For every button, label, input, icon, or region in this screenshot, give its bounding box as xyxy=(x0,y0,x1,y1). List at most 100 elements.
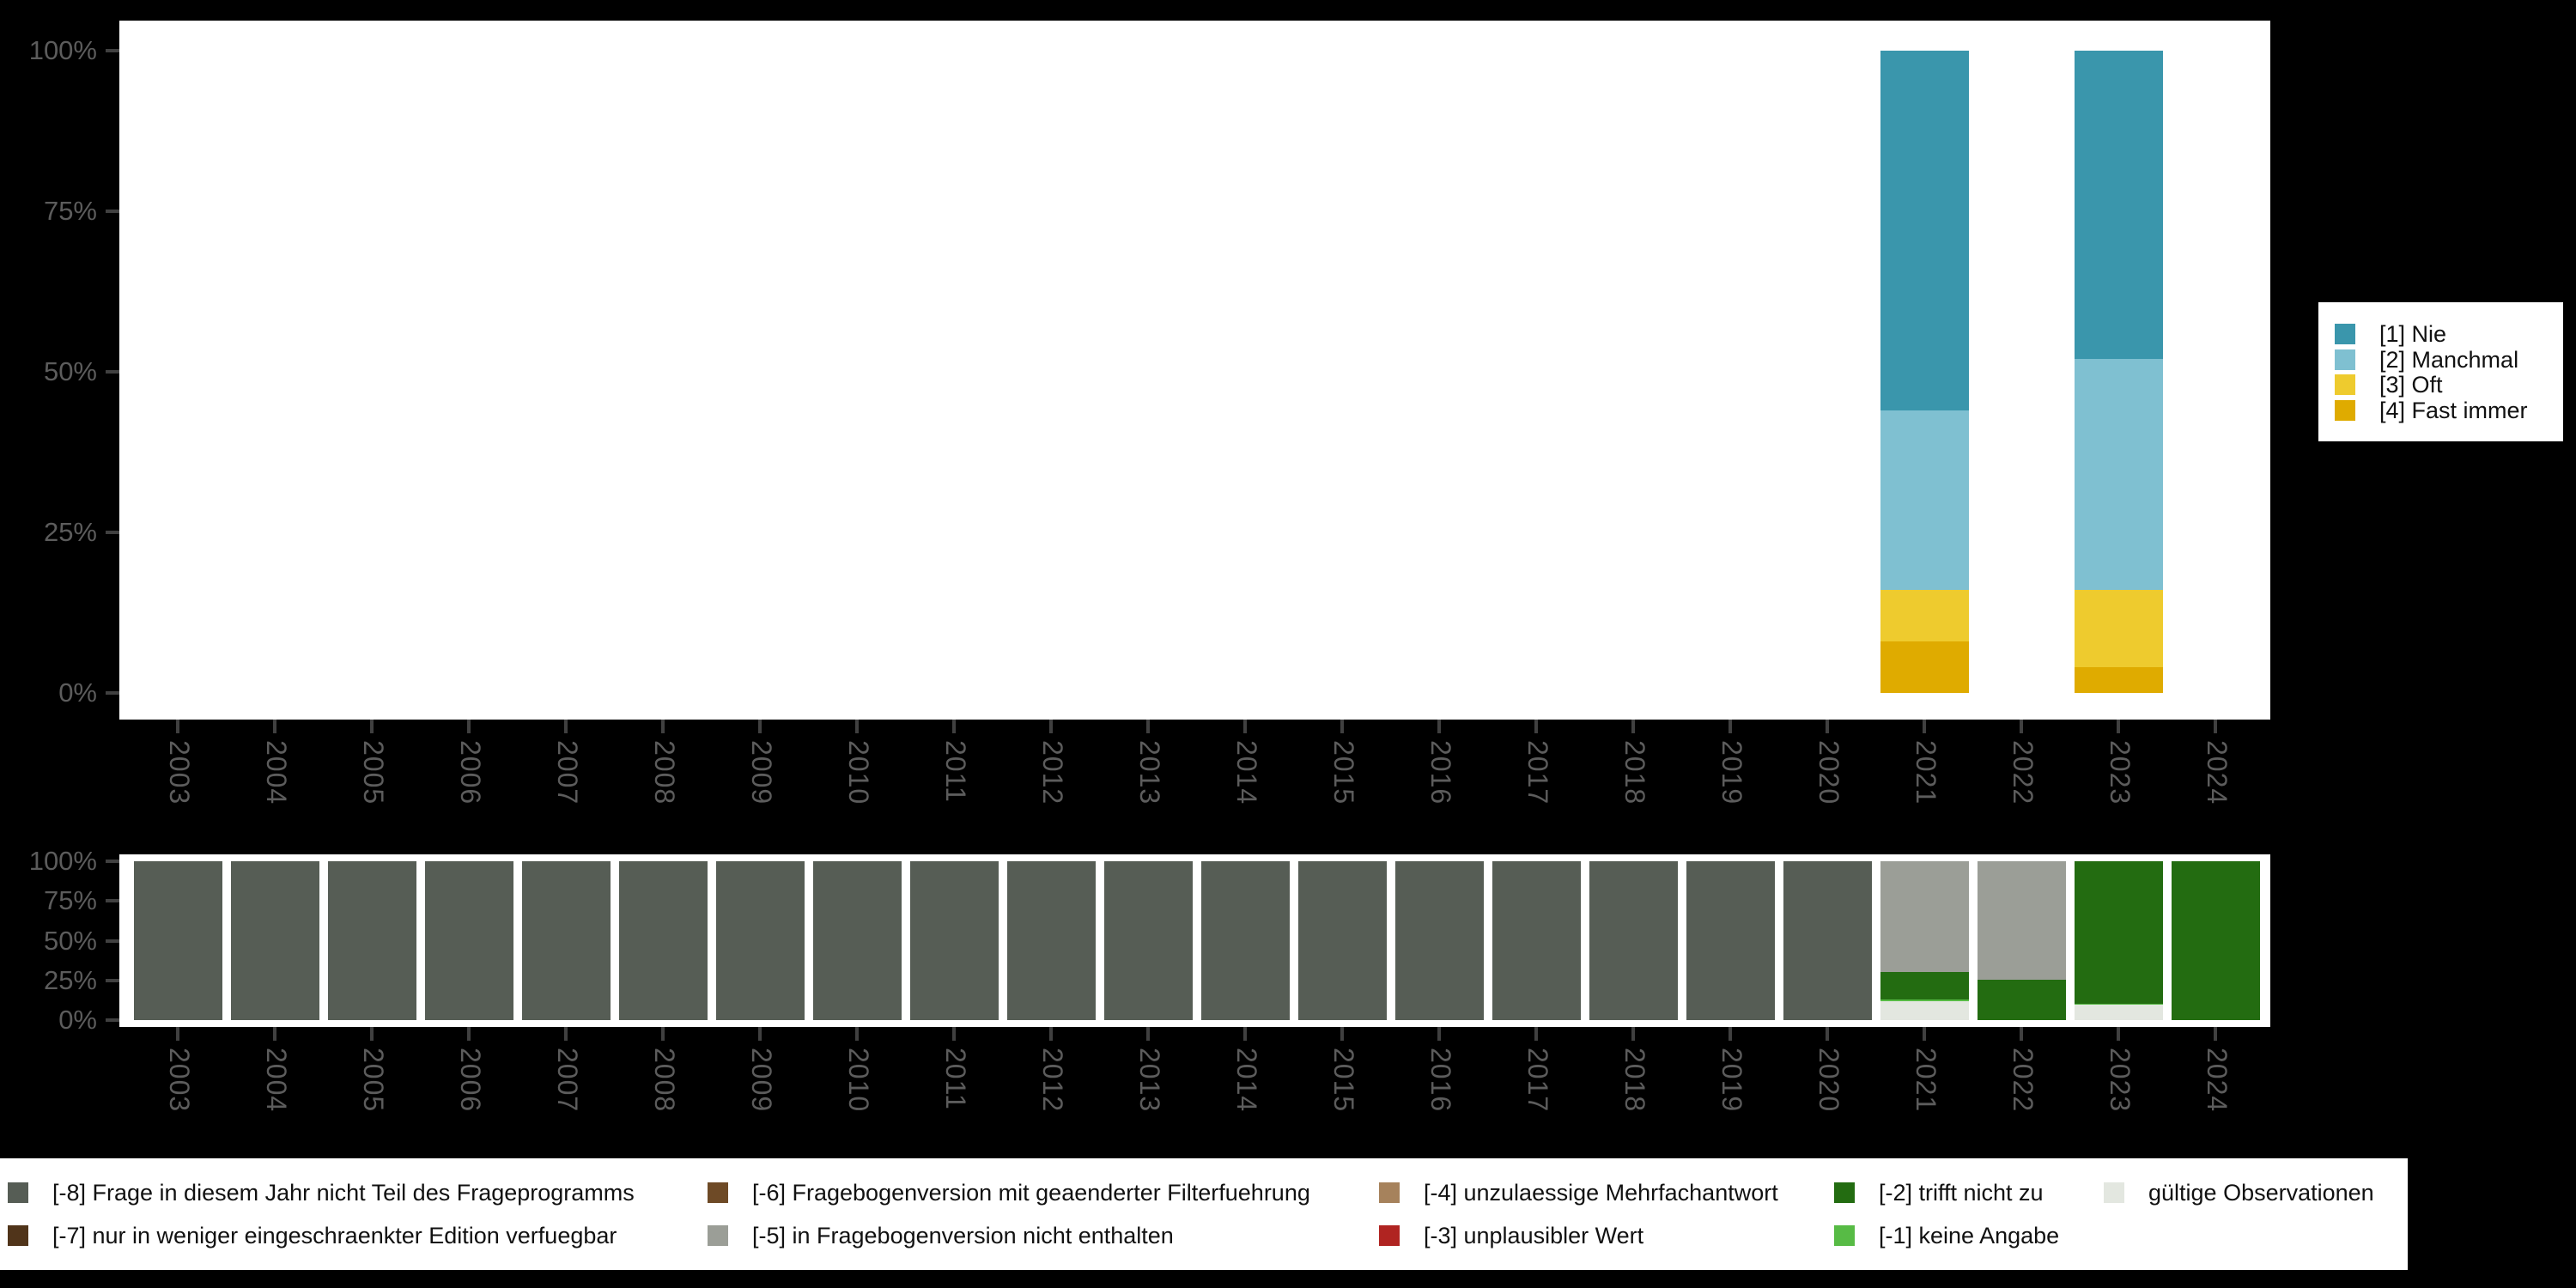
x-axis-tick xyxy=(758,1027,762,1041)
y-axis-tick xyxy=(106,978,119,982)
y-axis-tick xyxy=(106,531,119,534)
bar-segment xyxy=(1006,861,1096,1020)
legend-swatch xyxy=(1379,1225,1400,1246)
x-axis-label: 2007 xyxy=(552,1048,583,1113)
x-axis-tick xyxy=(1728,1027,1732,1041)
bar-segment xyxy=(1783,861,1872,1020)
legend-swatch xyxy=(2335,324,2355,344)
y-axis-label: 0% xyxy=(58,1005,97,1035)
x-axis-tick xyxy=(176,720,179,733)
bar-segment xyxy=(1880,971,1969,999)
x-axis-label: 2006 xyxy=(455,740,486,805)
x-axis-label: 2012 xyxy=(1037,740,1068,805)
bar-segment xyxy=(1492,861,1581,1020)
missing-codes-legend: [-8] Frage in diesem Jahr nicht Teil des… xyxy=(0,1158,2408,1270)
legend-swatch xyxy=(8,1182,28,1203)
x-axis-label: 2021 xyxy=(1911,1048,1941,1113)
x-axis-tick xyxy=(1631,720,1635,733)
bar-segment xyxy=(2074,51,2163,360)
bar-segment xyxy=(1880,641,1969,693)
bar-segment xyxy=(1880,861,1969,972)
x-axis-tick xyxy=(2117,1027,2120,1041)
x-axis-label: 2010 xyxy=(843,740,874,805)
x-axis-label: 2020 xyxy=(1814,740,1844,805)
y-axis-label: 25% xyxy=(43,964,97,995)
bar-segment xyxy=(2171,861,2260,1020)
legend-label: [4] Fast immer xyxy=(2379,397,2528,423)
x-axis-label: 2013 xyxy=(1134,1048,1165,1113)
x-axis-label: 2004 xyxy=(261,1048,292,1113)
bar-segment xyxy=(618,861,708,1020)
legend-label: [-5] in Fragebogenversion nicht enthalte… xyxy=(752,1223,1174,1249)
bar-segment xyxy=(1589,861,1678,1020)
x-axis-label: 2004 xyxy=(261,740,292,805)
x-axis-label: 2008 xyxy=(649,740,680,805)
x-axis-label: 2023 xyxy=(2105,1048,2136,1113)
x-axis-label: 2016 xyxy=(1425,1048,1456,1113)
y-axis-tick xyxy=(106,370,119,374)
legend-swatch xyxy=(708,1225,728,1246)
bar-segment xyxy=(1686,861,1775,1020)
x-axis-tick xyxy=(1534,1027,1538,1041)
x-axis-tick xyxy=(370,720,374,733)
x-axis-tick xyxy=(952,1027,956,1041)
bar-segment xyxy=(1297,861,1387,1020)
x-axis-tick xyxy=(1826,720,1829,733)
legend-label: [-7] nur in weniger eingeschraenkter Edi… xyxy=(52,1223,617,1249)
y-axis-label: 100% xyxy=(28,35,97,65)
bar-segment xyxy=(133,861,222,1020)
legend-swatch xyxy=(2104,1182,2124,1203)
bar-segment xyxy=(424,861,513,1020)
bar-segment xyxy=(1977,861,2066,980)
y-axis-tick xyxy=(106,860,119,863)
x-axis-label: 2005 xyxy=(358,1048,389,1113)
x-axis-tick xyxy=(1826,1027,1829,1041)
x-axis-tick xyxy=(273,720,276,733)
x-axis-label: 2006 xyxy=(455,1048,486,1113)
x-axis-tick xyxy=(2020,720,2023,733)
x-axis-label: 2017 xyxy=(1522,740,1553,805)
legend-label: [3] Oft xyxy=(2379,372,2443,398)
x-axis-label: 2012 xyxy=(1037,1048,1068,1113)
legend-label: [1] Nie xyxy=(2379,321,2447,347)
x-axis-tick xyxy=(2020,1027,2023,1041)
x-axis-tick xyxy=(2117,720,2120,733)
bar-segment xyxy=(2074,861,2163,1004)
legend-swatch xyxy=(1834,1225,1855,1246)
x-axis-label: 2015 xyxy=(1328,1048,1359,1113)
x-axis-tick xyxy=(1437,1027,1441,1041)
x-axis-label: 2008 xyxy=(649,1048,680,1113)
y-axis-label: 100% xyxy=(28,846,97,876)
y-axis-label: 75% xyxy=(43,885,97,916)
x-axis-label: 2015 xyxy=(1328,740,1359,805)
bar-segment xyxy=(2074,1003,2163,1005)
legend-label: gültige Observationen xyxy=(2148,1180,2374,1206)
x-axis-tick xyxy=(855,720,859,733)
bar-segment xyxy=(2074,359,2163,591)
x-axis-tick xyxy=(758,720,762,733)
y-axis-label: 50% xyxy=(43,356,97,386)
legend-swatch xyxy=(2335,374,2355,395)
bar-segment xyxy=(1394,861,1484,1020)
x-axis-tick xyxy=(1340,720,1344,733)
bar-segment xyxy=(1200,861,1290,1020)
bar-segment xyxy=(2074,590,2163,668)
response-legend: [1] Nie [2] Manchmal [3] Oft [4] Fast immer xyxy=(2318,302,2563,441)
x-axis-tick xyxy=(661,1027,665,1041)
x-axis-tick xyxy=(1243,1027,1247,1041)
legend-label: [-1] keine Angabe xyxy=(1879,1223,2060,1249)
x-axis-label: 2014 xyxy=(1231,740,1262,805)
x-axis-tick xyxy=(2214,1027,2217,1041)
x-axis-tick xyxy=(176,1027,179,1041)
bar-segment xyxy=(812,861,902,1020)
x-axis-label: 2016 xyxy=(1425,740,1456,805)
y-axis-tick xyxy=(106,49,119,52)
x-axis-tick xyxy=(1534,720,1538,733)
legend-label: [2] Manchmal xyxy=(2379,346,2519,373)
bar-segment xyxy=(715,861,805,1020)
x-axis-label: 2021 xyxy=(1911,740,1941,805)
legend-label: [-2] trifft nicht zu xyxy=(1879,1180,2044,1206)
x-axis-label: 2018 xyxy=(1619,740,1650,805)
x-axis-tick xyxy=(1049,1027,1053,1041)
